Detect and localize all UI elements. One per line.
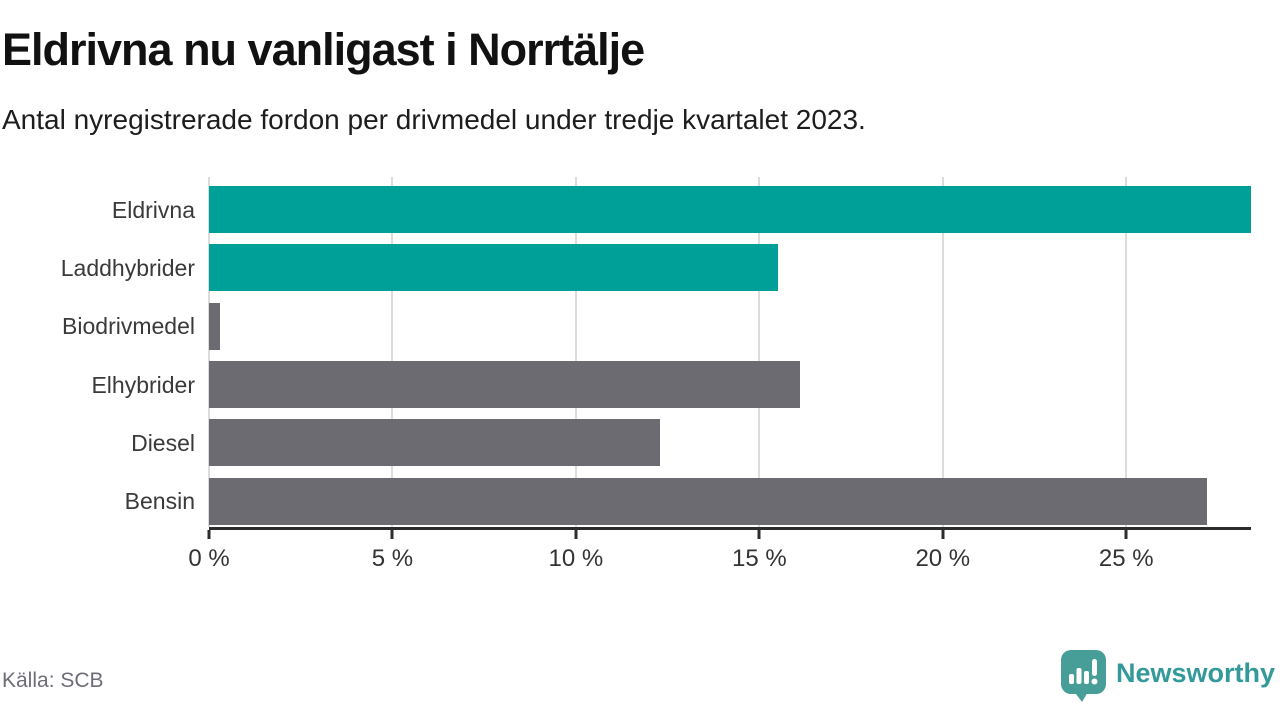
x-axis-tick-label: 0 % (188, 545, 230, 572)
bar-eldrivna (209, 186, 1251, 233)
category-label: Diesel (131, 429, 195, 456)
x-axis-tick-label: 10 % (548, 545, 604, 572)
category-label: Eldrivna (111, 196, 195, 223)
x-axis-tick (574, 530, 578, 539)
bar-elhybrider (209, 360, 800, 408)
category-labels: Eldrivna Laddhybrider Biodrivmedel Elhybrid… (0, 177, 195, 527)
x-axis: 0 % 5 % 10 % 15 % 20 % 25 % (188, 527, 1251, 587)
category-label: Laddhybrider (60, 254, 195, 281)
page-subtitle: Antal nyregistrerade fordon per drivmede… (2, 104, 866, 135)
x-axis-line (209, 527, 1251, 530)
gridline (574, 177, 577, 527)
gridline (208, 177, 210, 527)
page-title: Eldrivna nu vanligast i Norrtälje (2, 24, 645, 75)
x-axis-tick-label: 25 % (1098, 545, 1154, 572)
x-axis-tick (1124, 530, 1128, 539)
source-label: Källa: SCB (2, 669, 104, 692)
bar-bensin (209, 477, 1207, 525)
bar-chart: Eldrivna Laddhybrider Biodrivmedel Elhybrid… (0, 177, 1251, 587)
gridline (941, 177, 944, 527)
x-axis-tick-label: 20 % (915, 545, 971, 572)
bar-laddhybrider (209, 244, 778, 292)
newsworthy-logo: Newsworthy (1060, 650, 1275, 702)
x-axis-tick (390, 530, 394, 539)
brand-name: Newsworthy (1115, 657, 1275, 688)
bar-chart-speech-bubble-icon (1060, 650, 1106, 702)
x-axis-tick (757, 530, 761, 539)
category-label: Elhybrider (91, 371, 195, 398)
gridline (1125, 177, 1128, 527)
x-axis-tick (941, 530, 945, 539)
category-label: Biodrivmedel (62, 313, 195, 340)
gridline (391, 177, 394, 527)
category-label: Bensin (124, 488, 195, 515)
x-axis-tick (207, 530, 211, 539)
plot-area (208, 177, 1251, 527)
gridline (758, 177, 761, 527)
x-axis-tick-label: 15 % (731, 545, 787, 572)
bar-biodrivmedel (209, 302, 220, 350)
x-axis-tick-label: 5 % (371, 545, 414, 572)
bar-diesel (209, 419, 661, 467)
